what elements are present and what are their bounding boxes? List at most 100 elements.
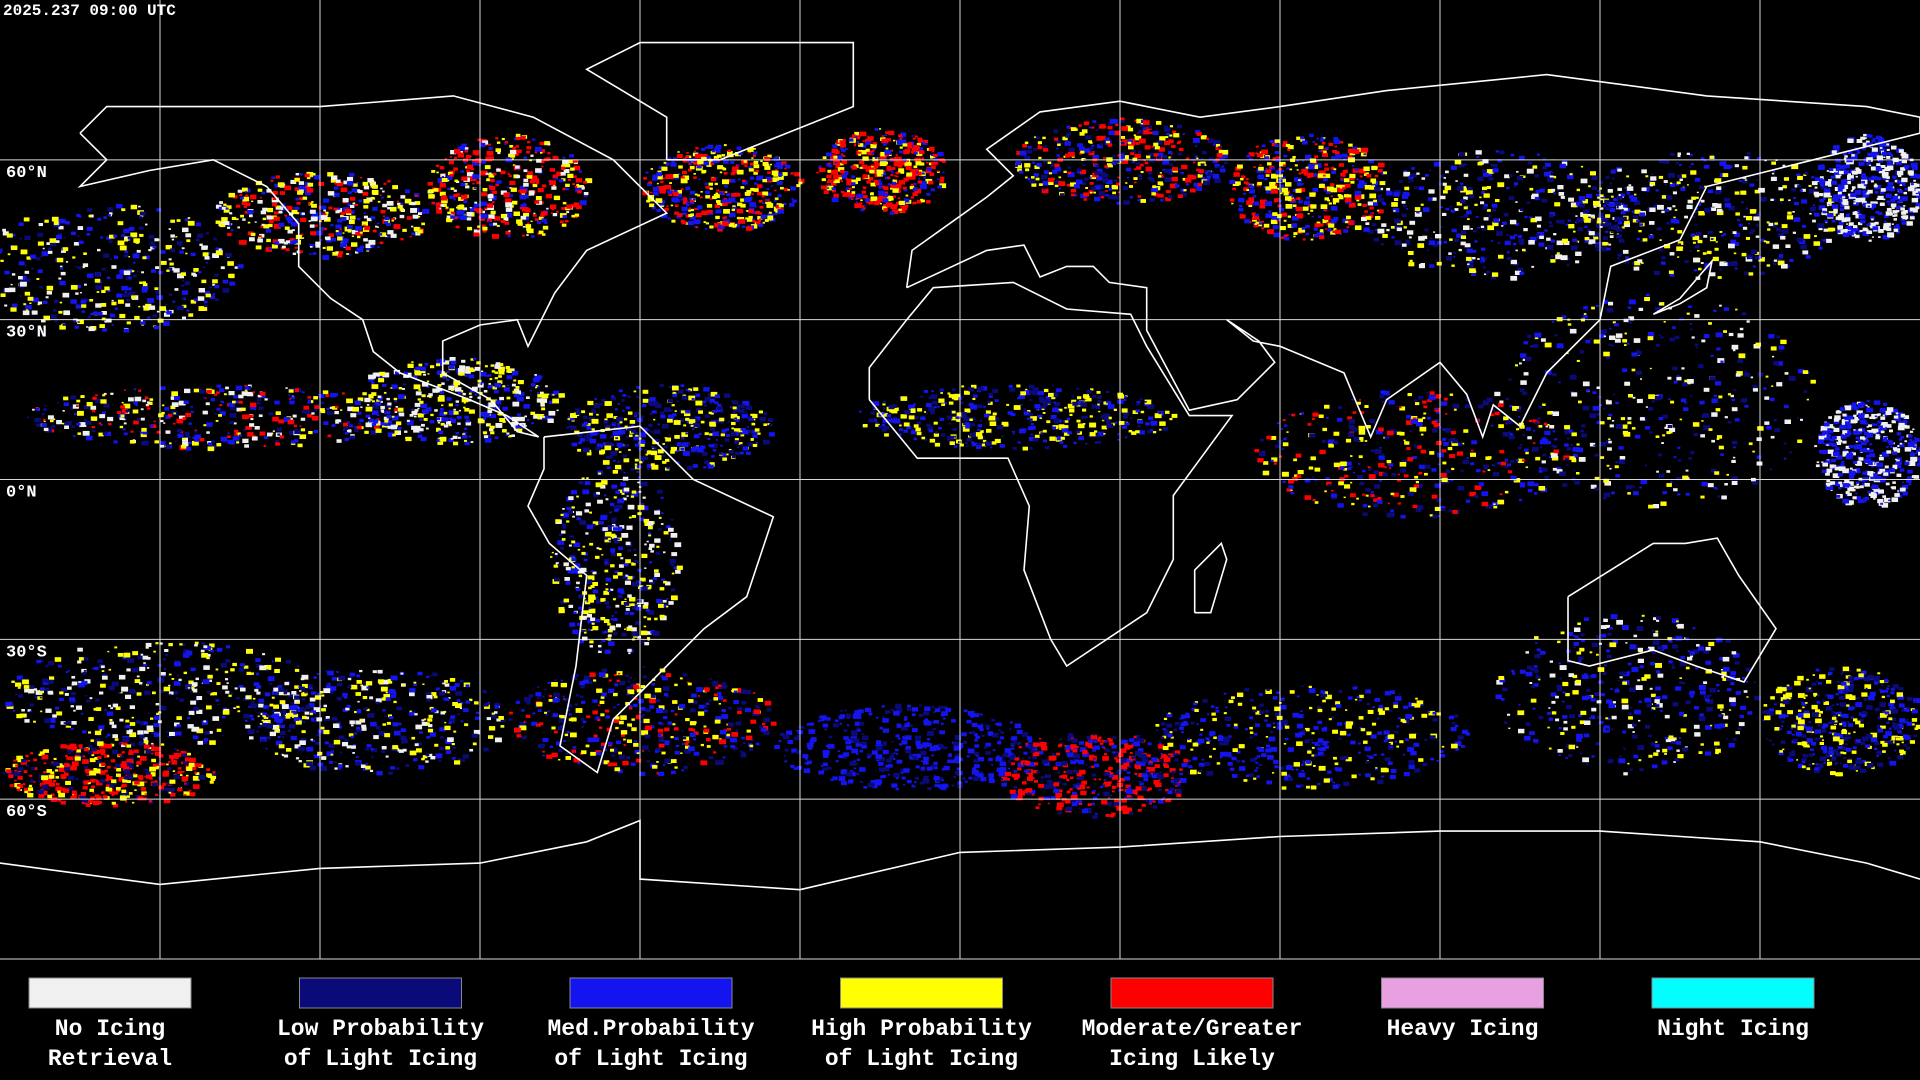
icing-pixel bbox=[1634, 261, 1641, 266]
icing-pixel bbox=[116, 274, 123, 279]
icing-pixel bbox=[226, 226, 231, 229]
icing-pixel bbox=[767, 212, 774, 217]
icing-pixel bbox=[1479, 196, 1482, 199]
icing-pixel bbox=[1536, 153, 1540, 156]
icing-pixel bbox=[1786, 215, 1794, 220]
icing-pixel bbox=[1257, 219, 1260, 221]
icing-pixel bbox=[541, 233, 546, 236]
icing-pixel bbox=[1077, 143, 1083, 148]
icing-pixel bbox=[251, 436, 258, 441]
icing-pixel bbox=[1455, 180, 1458, 182]
icing-pixel bbox=[1732, 231, 1737, 234]
icing-pixel bbox=[751, 193, 754, 195]
icing-pixel bbox=[1601, 218, 1607, 223]
icing-pixel bbox=[1390, 226, 1395, 229]
icing-pixel bbox=[347, 225, 353, 230]
icing-pixel bbox=[509, 145, 514, 148]
icing-pixel bbox=[464, 369, 468, 372]
icing-pixel bbox=[549, 180, 556, 186]
icing-pixel bbox=[1867, 223, 1871, 226]
icing-pixel bbox=[291, 440, 296, 444]
icing-pixel bbox=[1678, 243, 1682, 246]
icing-pixel bbox=[176, 241, 183, 246]
icing-pixel bbox=[887, 183, 891, 186]
icing-pixel bbox=[881, 138, 889, 144]
icing-pixel bbox=[937, 185, 942, 189]
icing-pixel bbox=[840, 191, 845, 194]
icing-pixel bbox=[194, 438, 199, 442]
icing-pixel bbox=[1238, 207, 1244, 212]
icing-pixel bbox=[709, 187, 713, 190]
icing-pixel bbox=[347, 421, 350, 424]
icing-pixel bbox=[917, 180, 922, 184]
icing-pixel bbox=[141, 288, 148, 293]
icing-pixel bbox=[62, 422, 65, 425]
icing-pixel bbox=[221, 206, 227, 210]
icing-pixel bbox=[874, 162, 880, 167]
icing-pixel bbox=[19, 281, 27, 287]
icing-pixel bbox=[4, 287, 11, 293]
icing-pixel bbox=[53, 418, 56, 421]
icing-pixel bbox=[227, 439, 234, 445]
icing-pixel bbox=[1391, 202, 1398, 207]
icing-pixel bbox=[313, 430, 318, 434]
icing-pixel bbox=[138, 389, 142, 392]
icing-pixel bbox=[123, 432, 128, 436]
icing-pixel bbox=[141, 440, 149, 446]
icing-pixel bbox=[1689, 153, 1693, 157]
icing-pixel bbox=[533, 212, 536, 215]
icing-pixel bbox=[1828, 198, 1835, 203]
icing-pixel bbox=[1038, 144, 1041, 146]
icing-pixel bbox=[1333, 139, 1340, 144]
icing-pixel bbox=[816, 171, 819, 174]
icing-pixel bbox=[1201, 177, 1206, 180]
icing-pixel bbox=[505, 366, 510, 369]
icing-pixel bbox=[1885, 193, 1892, 198]
icing-pixel bbox=[1897, 179, 1903, 184]
icing-pixel bbox=[1082, 164, 1086, 166]
icing-pixel bbox=[1285, 182, 1292, 187]
icing-pixel bbox=[1557, 185, 1564, 190]
icing-pixel bbox=[466, 217, 472, 221]
icing-pixel bbox=[271, 244, 278, 249]
icing-pixel bbox=[524, 415, 527, 418]
icing-pixel bbox=[188, 313, 194, 317]
icing-pixel bbox=[219, 223, 226, 228]
icing-pixel bbox=[832, 144, 838, 149]
icing-pixel bbox=[1276, 187, 1280, 190]
icing-pixel bbox=[1578, 196, 1586, 201]
icing-pixel bbox=[249, 214, 253, 218]
icing-pixel bbox=[1162, 159, 1170, 165]
icing-pixel bbox=[288, 240, 294, 245]
icing-pixel bbox=[97, 312, 103, 316]
icing-pixel bbox=[1850, 189, 1854, 192]
icing-pixel bbox=[371, 423, 376, 426]
icing-pixel bbox=[1530, 217, 1537, 223]
icing-pixel bbox=[723, 172, 728, 175]
icing-pixel bbox=[705, 195, 711, 199]
icing-pixel bbox=[274, 183, 280, 188]
icing-pixel bbox=[1323, 209, 1327, 212]
icing-pixel bbox=[1104, 137, 1110, 141]
icing-pixel bbox=[421, 382, 429, 387]
icing-pixel bbox=[716, 189, 720, 192]
icing-pixel bbox=[1637, 259, 1643, 263]
icing-pixel bbox=[1173, 133, 1180, 138]
icing-pixel bbox=[376, 222, 380, 225]
icing-pixel bbox=[705, 156, 711, 160]
icing-pixel bbox=[1808, 188, 1816, 194]
icing-pixel bbox=[1717, 208, 1723, 213]
icing-pixel bbox=[541, 165, 544, 168]
icing-pixel bbox=[1604, 199, 1610, 204]
icing-pixel bbox=[1318, 145, 1324, 150]
icing-pixel bbox=[214, 285, 220, 289]
icing-pixel bbox=[351, 229, 358, 235]
icing-pixel bbox=[182, 417, 187, 420]
icing-pixel bbox=[1180, 171, 1184, 175]
icing-pixel bbox=[1166, 132, 1170, 136]
icing-pixel bbox=[906, 172, 913, 177]
icing-pixel bbox=[771, 170, 779, 176]
icing-pixel bbox=[707, 209, 713, 214]
icing-pixel bbox=[465, 155, 471, 159]
